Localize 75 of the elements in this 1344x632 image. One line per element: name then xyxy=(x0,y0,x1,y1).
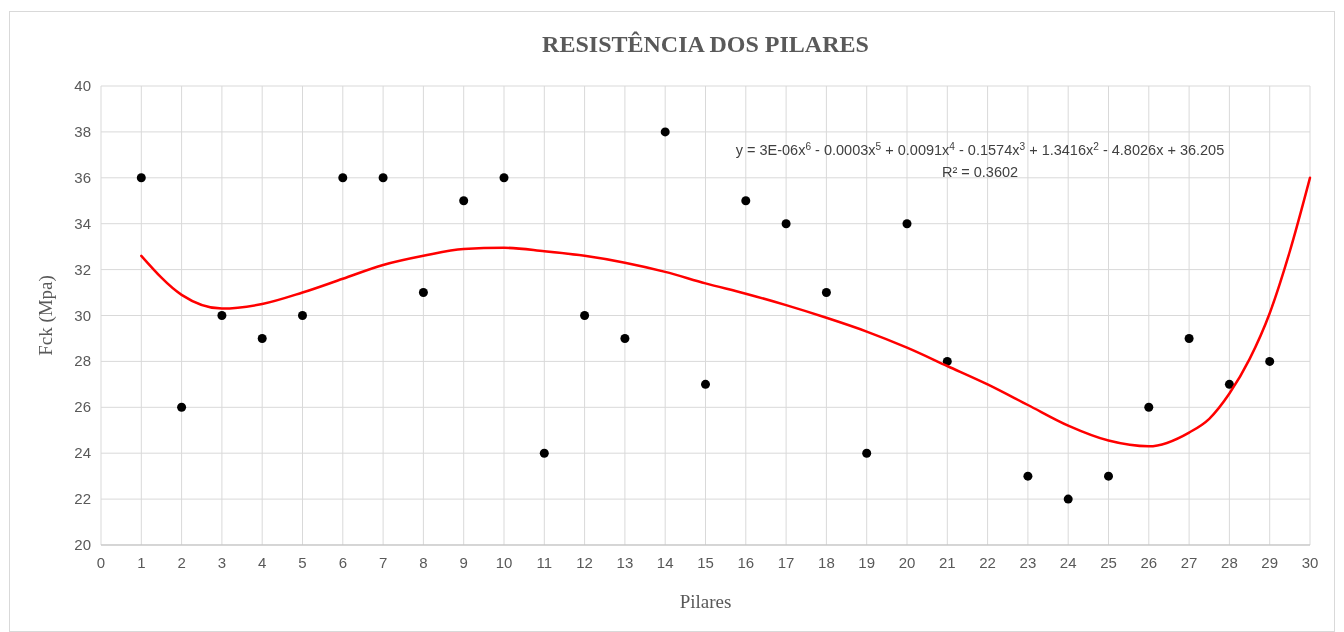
point xyxy=(136,173,146,183)
point xyxy=(580,311,590,320)
point xyxy=(257,333,267,343)
y-tick-label: 36 xyxy=(74,168,91,186)
annotation: R² = 0.3602 xyxy=(941,164,1019,180)
x-axis-title: Pilares xyxy=(679,591,732,612)
point xyxy=(862,448,872,458)
x-tick-label: 28 xyxy=(1221,554,1238,571)
x-tick-label: 10 xyxy=(495,554,513,571)
x-tick-label: 12 xyxy=(576,554,593,571)
line-series xyxy=(140,176,1312,448)
x-tick-label: 23 xyxy=(1019,554,1037,571)
point xyxy=(177,402,187,412)
y-tick-label: 28 xyxy=(74,352,91,370)
point xyxy=(217,311,227,320)
x-tick-label: 24 xyxy=(1059,554,1077,571)
point xyxy=(378,173,388,183)
point xyxy=(499,173,509,183)
x-tick-label: 18 xyxy=(818,554,835,571)
y-tick-label: 34 xyxy=(74,214,91,232)
point xyxy=(701,379,710,389)
x-tick-label: 11 xyxy=(536,554,553,571)
x-tick-label: 22 xyxy=(979,554,996,571)
point xyxy=(298,311,307,320)
x-tick-label: 16 xyxy=(737,554,755,571)
point xyxy=(338,173,348,183)
point xyxy=(781,219,791,229)
y-tick-label: 32 xyxy=(74,260,91,278)
x-tick-label: 3 xyxy=(217,554,227,571)
y-tick-label: 20 xyxy=(74,536,91,553)
x-tick-label: 20 xyxy=(898,554,916,571)
x-tick-label: 5 xyxy=(298,554,307,571)
point xyxy=(1224,379,1234,389)
x-tick-label: 30 xyxy=(1301,554,1319,571)
point xyxy=(418,288,428,298)
x-tick-label: 21 xyxy=(938,554,956,571)
y-tick-label: 22 xyxy=(74,490,91,508)
point xyxy=(821,288,831,298)
x-tick-label: 4 xyxy=(258,554,267,571)
point xyxy=(902,219,912,229)
x-tick-label: 8 xyxy=(419,554,428,571)
point xyxy=(620,333,630,343)
x-tick-label: 29 xyxy=(1261,554,1279,571)
point xyxy=(459,196,469,206)
point xyxy=(1144,402,1154,412)
point xyxy=(539,448,549,458)
x-tick-label: 17 xyxy=(777,554,795,571)
x-tick-label: 15 xyxy=(697,554,714,571)
point xyxy=(1063,494,1073,504)
x-tick-label: 2 xyxy=(177,554,186,571)
x-tick-label: 13 xyxy=(616,554,634,571)
point xyxy=(741,196,751,206)
x-tick-label: 27 xyxy=(1180,554,1198,571)
x-tick-label: 9 xyxy=(459,554,468,571)
y-tick-label: 38 xyxy=(74,122,91,140)
y-tick-label: 40 xyxy=(74,77,91,94)
x-tick-label: 14 xyxy=(656,554,674,571)
y-axis-title: Fck (Mpa) xyxy=(35,275,57,356)
x-tick-label: 26 xyxy=(1140,554,1158,571)
x-tick-label: 6 xyxy=(338,554,347,571)
point xyxy=(1023,471,1033,481)
chart-title: RESISTÊNCIA DOS PILARES xyxy=(542,31,869,57)
text: y = 3E-06x$^{6}$ - 0.0003x$^{5}$ + 0.0091x$^{4}$ - 0.1574x$^{3}$ + 1.3416x$^{2}$ - 4.8026x + 36.205 xyxy=(735,140,1225,158)
point xyxy=(1184,333,1194,343)
x-tick-label: 1 xyxy=(137,554,146,571)
y-tick-label: 26 xyxy=(74,398,91,416)
y-tick-label: 30 xyxy=(74,306,91,324)
point xyxy=(1104,471,1113,481)
x-tick-label: 19 xyxy=(858,554,876,571)
x-tick-label: 0 xyxy=(96,554,106,571)
point xyxy=(660,127,670,137)
x-tick-label: 7 xyxy=(378,554,388,571)
x-tick-label: 25 xyxy=(1100,554,1117,571)
point xyxy=(1265,356,1275,366)
y-tick-label: 24 xyxy=(74,444,91,462)
